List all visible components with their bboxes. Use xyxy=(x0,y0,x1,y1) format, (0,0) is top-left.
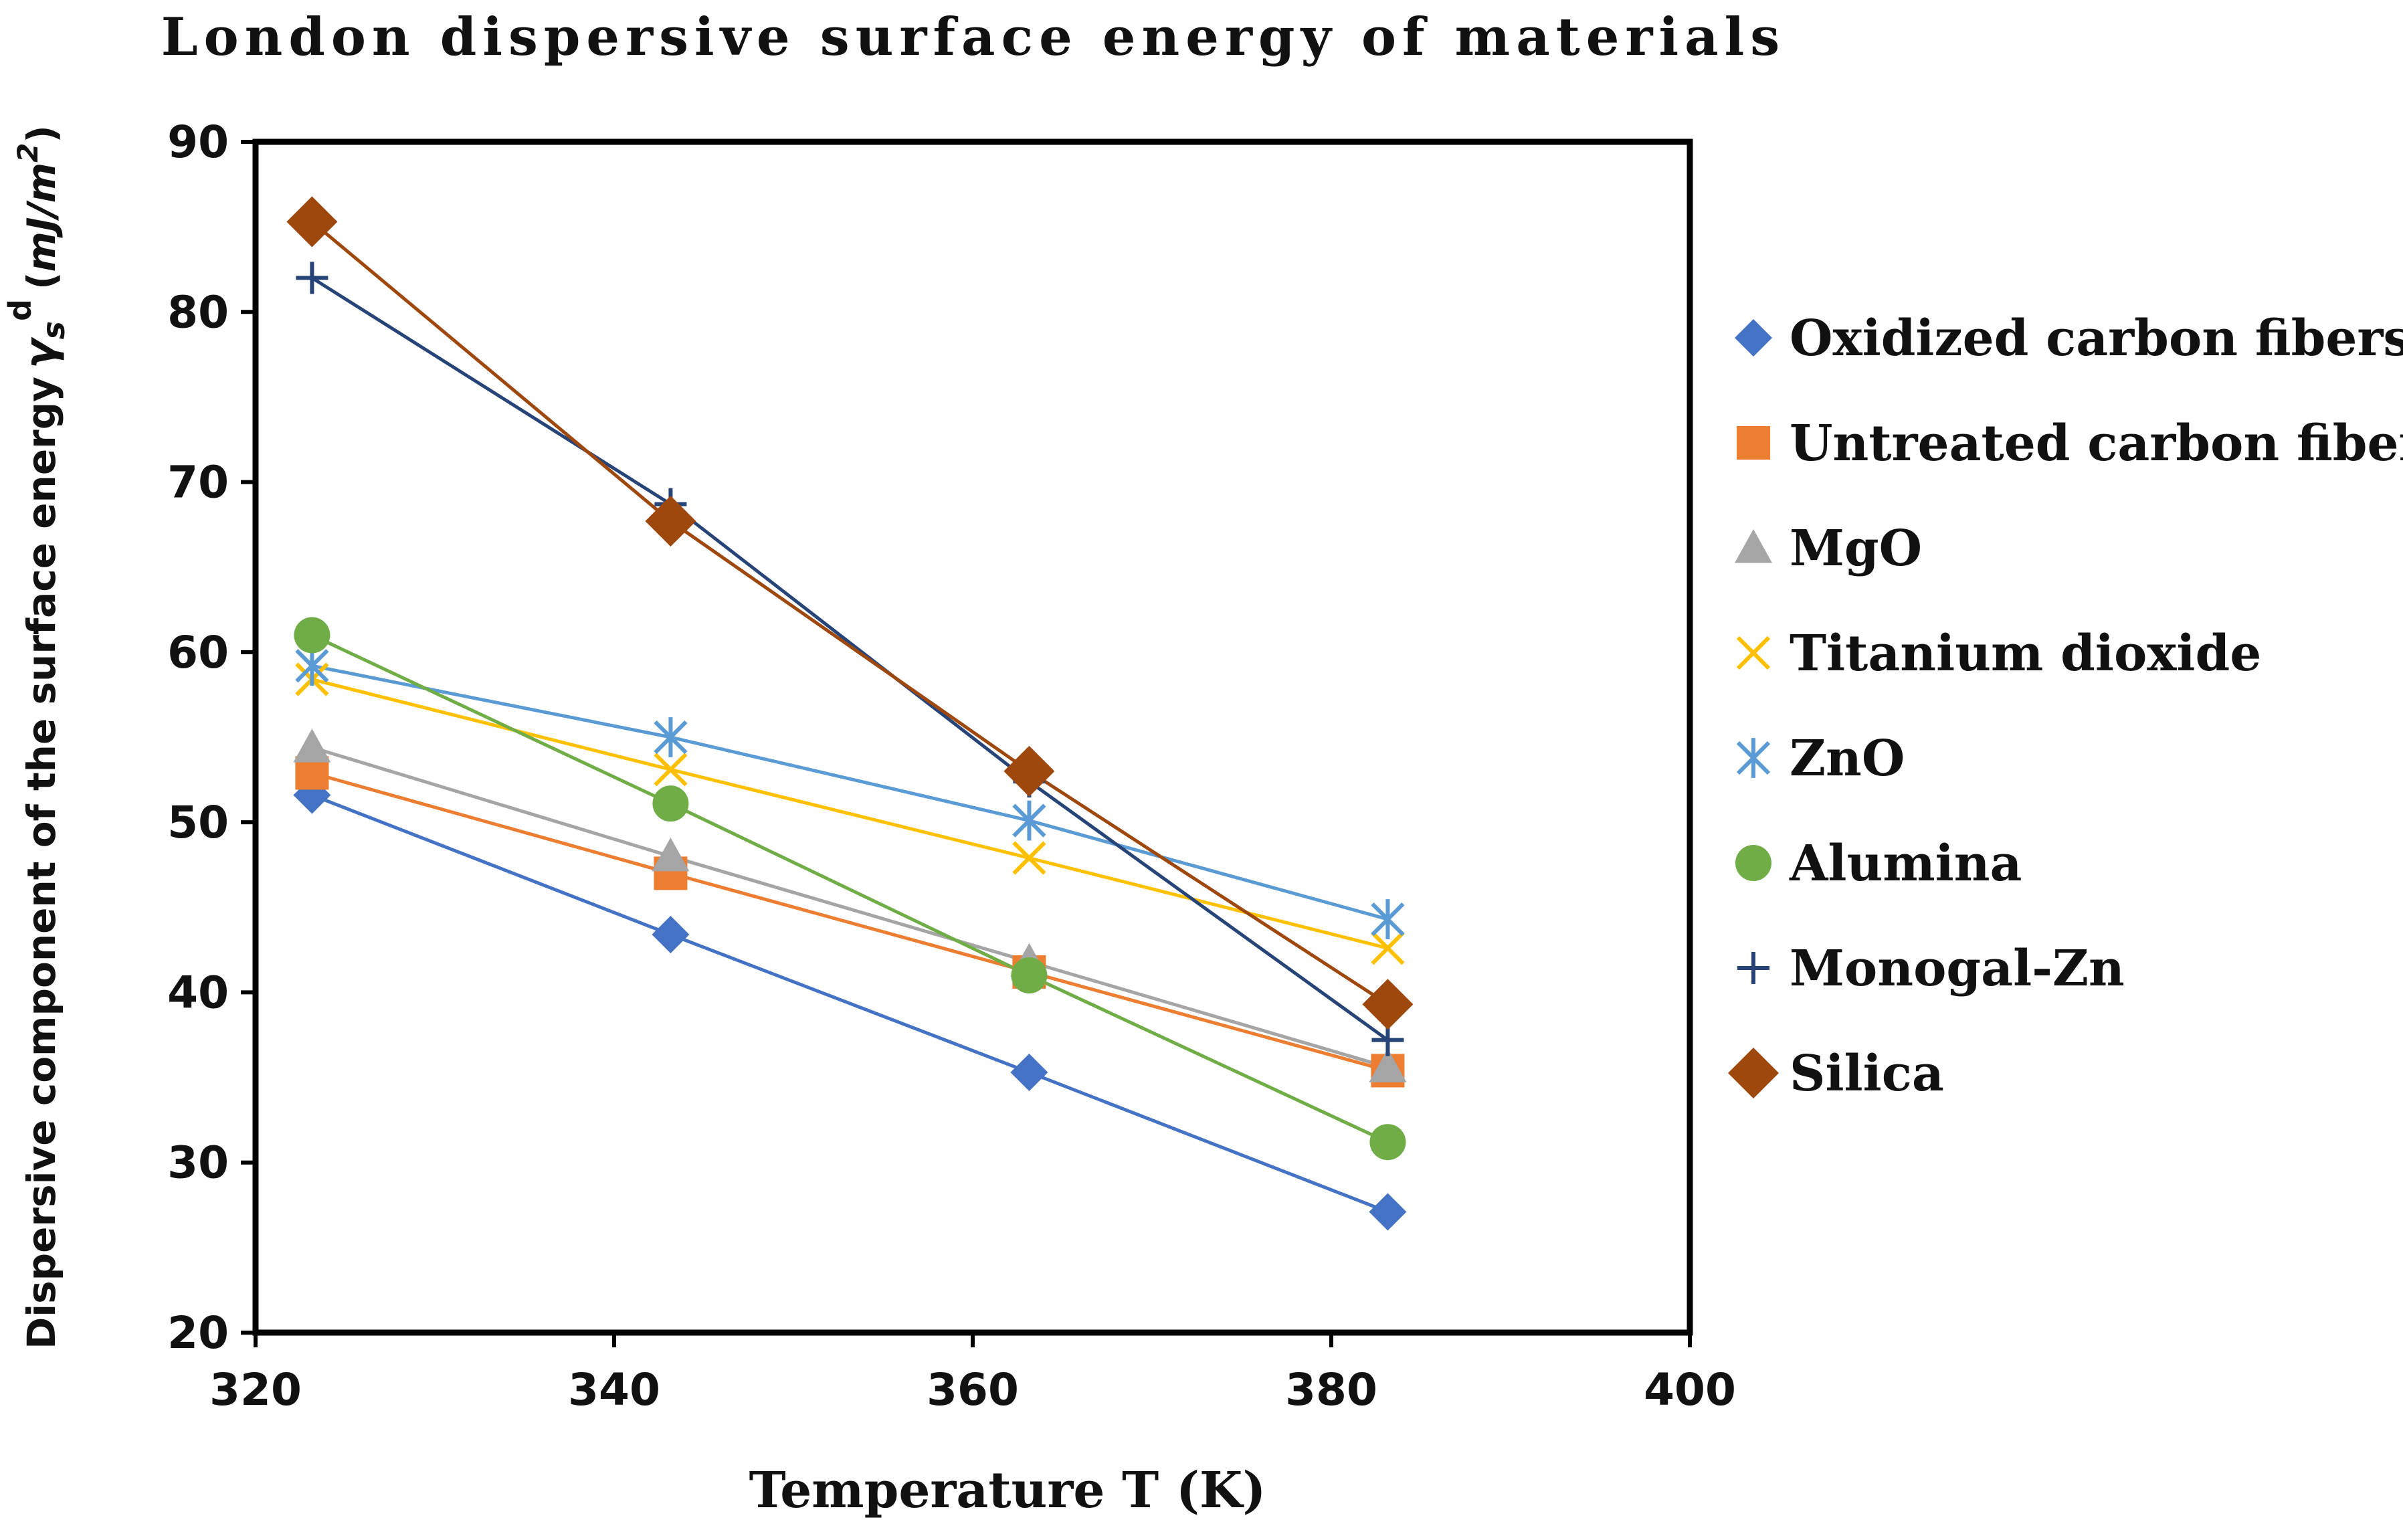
legend-label: MgO xyxy=(1790,520,1922,577)
x-tick-label: 380 xyxy=(1285,1364,1377,1416)
data-point-4-2 xyxy=(1012,800,1046,841)
data-point-7-0 xyxy=(286,196,338,248)
y-tick-label: 40 xyxy=(167,967,229,1018)
data-point-3-1 xyxy=(654,753,688,787)
data-point-5-0 xyxy=(294,617,330,654)
y-axis-label-prefix: Dispersive component of the surface ener… xyxy=(19,377,64,1349)
y-tick-label: 70 xyxy=(167,457,229,508)
legend-label: Titanium dioxide xyxy=(1790,625,2261,682)
chart-title: London dispersive surface energy of mate… xyxy=(161,7,1786,68)
data-point-2-0 xyxy=(293,729,331,763)
y-axis-label-symbol: γ xyxy=(16,336,66,369)
data-point-7-2 xyxy=(1003,745,1055,797)
y-tick-label: 80 xyxy=(167,286,229,338)
legend-marker-6 xyxy=(1737,952,1769,984)
data-point-5-2 xyxy=(1011,957,1048,993)
x-tick-label: 360 xyxy=(927,1364,1019,1416)
legend-label: Monogal-Zn xyxy=(1790,940,2125,997)
y-axis-label-unit-power: 2 xyxy=(11,143,44,163)
y-tick-label: 20 xyxy=(167,1307,229,1359)
legend-label: Untreated carbon fibers xyxy=(1790,415,2403,472)
data-point-7-3 xyxy=(1362,979,1414,1030)
legend-label: Silica xyxy=(1790,1045,1944,1102)
legend-marker-3 xyxy=(1736,636,1771,670)
series-line-2 xyxy=(311,745,1389,1069)
y-tick-label: 50 xyxy=(167,797,229,848)
series-line-4 xyxy=(311,664,1389,921)
data-point-5-1 xyxy=(652,785,689,822)
x-tick-label: 320 xyxy=(209,1364,302,1416)
y-axis-ticks: 20 30 40 50 60 70 80 90 xyxy=(167,116,256,1359)
legend-marker-0 xyxy=(1735,319,1772,357)
legend-marker-7 xyxy=(1728,1048,1779,1098)
y-axis-label-unit: mJ/m xyxy=(19,163,64,272)
legend-marker-5 xyxy=(1735,845,1771,881)
legend-marker-1 xyxy=(1737,426,1770,460)
y-axis-label-unit-close: ) xyxy=(19,125,64,143)
y-axis-label-unit-open: ( xyxy=(19,272,64,290)
series-lines xyxy=(310,220,1389,1214)
data-point-6-0 xyxy=(296,262,328,294)
data-point-0-1 xyxy=(652,915,690,953)
series-line-7 xyxy=(310,220,1389,1006)
data-point-4-1 xyxy=(654,717,688,757)
legend: Oxidized carbon fibers Untreated carbon f… xyxy=(1728,310,2403,1102)
x-axis-ticks: 320 340 360 380 400 xyxy=(209,1333,1736,1416)
series-line-6 xyxy=(311,276,1389,1042)
data-point-2-3 xyxy=(1369,1048,1407,1082)
x-axis-label: Temperature T (K) xyxy=(749,1462,1266,1519)
data-point-3-3 xyxy=(1371,931,1405,965)
y-tick-label: 30 xyxy=(167,1137,229,1189)
data-point-5-3 xyxy=(1369,1124,1406,1161)
x-tick-label: 400 xyxy=(1644,1364,1736,1416)
x-tick-label: 340 xyxy=(568,1364,660,1416)
y-tick-label: 60 xyxy=(167,627,229,678)
data-point-4-3 xyxy=(1371,899,1405,939)
legend-marker-2 xyxy=(1735,529,1772,563)
series-line-3 xyxy=(311,678,1389,950)
series-line-0 xyxy=(311,793,1389,1214)
y-axis-label-superscript: d xyxy=(2,299,38,321)
y-axis-label-subscript: s xyxy=(35,321,72,339)
y-tick-label: 90 xyxy=(167,116,229,168)
data-point-3-2 xyxy=(1012,841,1046,875)
series-markers xyxy=(286,196,1414,1231)
legend-label: ZnO xyxy=(1790,730,1905,787)
data-point-2-1 xyxy=(652,838,690,872)
legend-label: Oxidized carbon fibers xyxy=(1790,310,2403,367)
series-line-1 xyxy=(311,771,1389,1072)
data-point-0-3 xyxy=(1369,1193,1407,1231)
data-point-7-1 xyxy=(645,496,696,547)
legend-label: Alumina xyxy=(1789,835,2022,892)
y-axis-label: Dispersive component of the surface ener… xyxy=(2,125,72,1349)
series-line-5 xyxy=(311,634,1389,1144)
legend-marker-4 xyxy=(1736,738,1771,778)
data-point-0-2 xyxy=(1010,1053,1048,1091)
